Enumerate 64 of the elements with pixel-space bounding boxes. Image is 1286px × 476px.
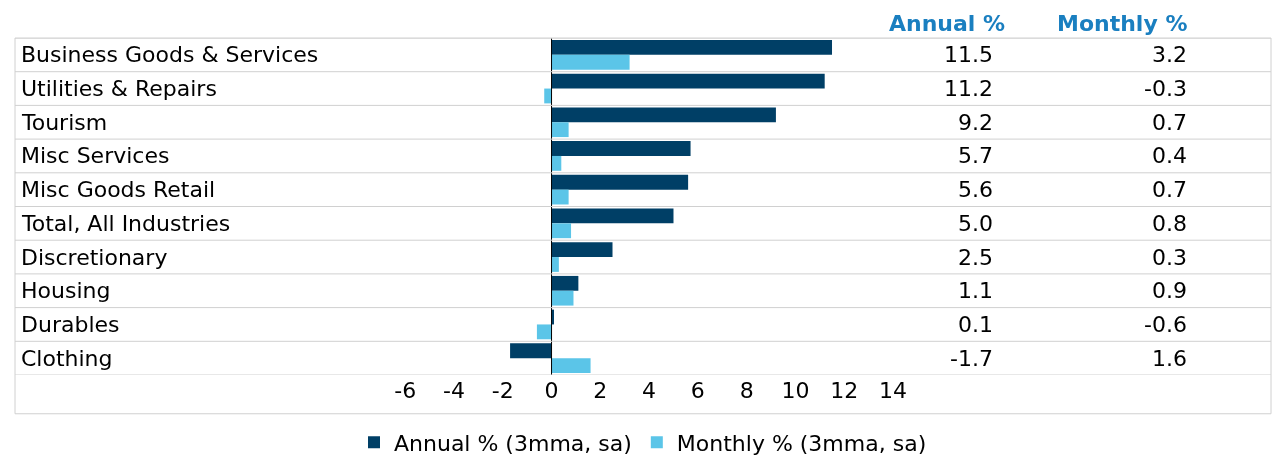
bar [536, 324, 552, 340]
data-label: 5.6 [958, 177, 993, 202]
x-tick-label: -4 [443, 378, 465, 403]
bar [551, 257, 559, 272]
data-label: -0.6 [1144, 312, 1187, 337]
bar [551, 141, 691, 156]
bar [551, 223, 572, 239]
bar [551, 189, 569, 205]
y-tick-label: Durables [21, 312, 120, 337]
bar [551, 290, 574, 306]
data-label: 0.8 [1152, 211, 1187, 236]
data-label: 0.7 [1152, 177, 1187, 202]
bar [551, 174, 689, 190]
y-tick-label: Discretionary [21, 245, 168, 270]
data-label: 11.2 [944, 76, 993, 101]
bar [551, 358, 591, 373]
x-tick-label: -2 [491, 378, 514, 403]
data-label: -0.3 [1144, 76, 1187, 101]
bar [551, 73, 825, 89]
data-label: 0.1 [958, 312, 993, 337]
x-tick-label: 10 [781, 378, 810, 403]
data-label: 0.4 [1152, 143, 1187, 168]
data-label: 2.5 [958, 245, 993, 270]
data-label: 11.5 [944, 42, 993, 67]
bar [551, 107, 776, 123]
legend-label: Annual % (3mma, sa) [394, 430, 632, 456]
bar [551, 155, 562, 171]
data-label: 5.0 [958, 211, 993, 236]
data-label: 0.9 [1152, 278, 1187, 303]
bar [510, 343, 552, 359]
data-label: 0.7 [1152, 110, 1187, 135]
data-label: 3.2 [1152, 42, 1187, 67]
y-tick-label: Business Goods & Services [21, 42, 319, 67]
data-label: -1.7 [950, 346, 993, 371]
x-tick-label: 2 [593, 378, 608, 403]
legend-label: Monthly % (3mma, sa) [676, 430, 927, 456]
y-tick-label: Misc Services [21, 143, 170, 168]
bar [551, 275, 579, 291]
data-label: 0.3 [1152, 245, 1187, 270]
bar [551, 208, 674, 224]
data-label: 1.1 [958, 278, 993, 303]
y-tick-label: Clothing [21, 346, 113, 371]
x-tick-label: 6 [690, 378, 705, 403]
data-label: 9.2 [958, 110, 993, 135]
y-tick-label: Utilities & Repairs [21, 76, 217, 101]
data-label: 1.6 [1152, 346, 1187, 371]
text: Annual % [889, 11, 1006, 36]
x-tick-label: 14 [878, 378, 907, 403]
bar [551, 122, 569, 138]
y-tick-label: Total, All Industries [21, 211, 231, 236]
x-tick-label: -6 [394, 378, 417, 403]
bar [551, 242, 613, 258]
x-tick-label: 8 [739, 378, 754, 403]
x-tick-label: 4 [642, 378, 657, 403]
x-tick-label: 0 [544, 378, 559, 403]
bar [551, 40, 833, 55]
text: Monthly % [1057, 11, 1188, 36]
bar [551, 54, 630, 70]
bar [544, 88, 552, 104]
y-tick-label: Housing [21, 278, 111, 303]
y-tick-label: Tourism [21, 110, 108, 135]
x-tick-label: 12 [830, 378, 859, 403]
y-tick-label: Misc Goods Retail [21, 177, 216, 202]
data-label: 5.7 [958, 143, 993, 168]
